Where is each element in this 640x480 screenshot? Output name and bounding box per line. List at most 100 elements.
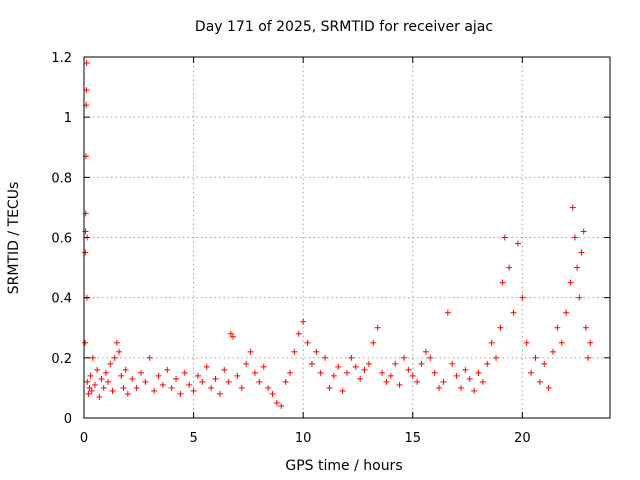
data-point (523, 339, 530, 346)
data-point (567, 279, 574, 286)
y-tick-label: 1.2 (51, 51, 72, 66)
y-tick-label: 1 (64, 111, 72, 126)
data-point (501, 234, 508, 241)
data-point (344, 369, 350, 376)
data-point (194, 372, 201, 379)
data-point (444, 309, 451, 316)
data-point (400, 354, 407, 361)
data-point (409, 372, 416, 379)
data-point (118, 372, 125, 379)
x-tick-label: 0 (80, 431, 88, 446)
data-point (563, 309, 570, 316)
data-point (111, 354, 118, 361)
data-point (159, 381, 166, 388)
data-point (146, 354, 153, 361)
y-tick-label: 0 (64, 412, 72, 427)
data-point (554, 324, 561, 331)
data-point (484, 360, 491, 367)
data-point (418, 360, 425, 367)
data-point (85, 390, 92, 397)
data-point (514, 240, 521, 247)
data-point (137, 369, 144, 376)
data-point (365, 360, 372, 367)
data-point (357, 375, 364, 382)
data-point (510, 309, 517, 316)
data-point (308, 360, 315, 367)
data-point (569, 204, 576, 211)
data-point (379, 369, 386, 376)
data-point (151, 387, 158, 394)
data-point (576, 294, 583, 301)
data-point (431, 369, 438, 376)
data-point (129, 375, 136, 382)
data-point (82, 339, 89, 346)
data-point (124, 390, 131, 397)
data-point (113, 339, 120, 346)
data-point (256, 378, 263, 385)
data-point (247, 348, 254, 355)
data-point (295, 330, 302, 337)
data-point (499, 279, 506, 286)
data-point (479, 378, 486, 385)
data-point (234, 372, 241, 379)
y-tick-label: 0.4 (51, 292, 72, 307)
x-tick-label: 15 (404, 431, 421, 446)
data-point (282, 378, 289, 385)
data-point (251, 369, 258, 376)
data-point (582, 324, 589, 331)
data-point (94, 366, 101, 373)
data-point (177, 390, 184, 397)
data-point (243, 360, 250, 367)
data-point (383, 378, 390, 385)
chart-title: Day 171 of 2025, SRMTID for receiver aja… (195, 19, 493, 35)
data-point (449, 360, 456, 367)
data-point (387, 372, 394, 379)
points-layer (82, 60, 594, 409)
data-point (313, 348, 320, 355)
data-point (86, 384, 93, 391)
data-point (273, 399, 280, 406)
data-point (571, 234, 578, 241)
data-point (109, 387, 116, 394)
data-point (374, 324, 381, 331)
data-point (133, 384, 140, 391)
data-point (541, 360, 548, 367)
data-point (580, 228, 587, 235)
data-point (317, 369, 324, 376)
data-point (405, 366, 412, 373)
data-point (227, 330, 234, 337)
data-point (208, 384, 215, 391)
data-point (190, 387, 197, 394)
data-point (120, 384, 127, 391)
data-point (238, 384, 245, 391)
data-point (330, 372, 337, 379)
data-point (335, 363, 342, 370)
data-point (164, 366, 171, 373)
data-point (370, 339, 377, 346)
data-point (105, 378, 112, 385)
data-point (453, 372, 460, 379)
data-point (585, 354, 592, 361)
data-point (528, 369, 535, 376)
data-point (216, 390, 223, 397)
data-point (574, 264, 581, 271)
data-point (326, 384, 333, 391)
data-point (304, 339, 311, 346)
y-tick-label: 0.2 (51, 352, 72, 367)
data-point (212, 375, 219, 382)
grid-layer (84, 57, 610, 418)
data-point (168, 384, 175, 391)
data-point (265, 384, 272, 391)
y-tick-label: 0.6 (51, 232, 72, 247)
data-point (203, 363, 210, 370)
data-point (532, 354, 539, 361)
data-point (84, 378, 91, 385)
data-point (587, 339, 594, 346)
data-point (83, 60, 90, 67)
data-point (98, 375, 105, 382)
data-point (225, 378, 232, 385)
data-point (392, 360, 399, 367)
data-point (427, 354, 434, 361)
data-point (155, 372, 162, 379)
data-point (88, 387, 95, 394)
